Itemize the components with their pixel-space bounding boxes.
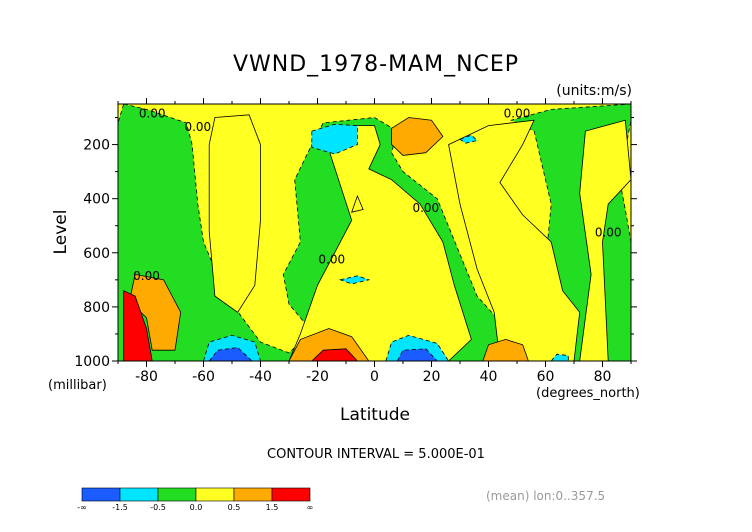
units-label: (units:m/s) bbox=[556, 83, 632, 99]
chart-title: VWND_1978-MAM_NCEP bbox=[233, 52, 519, 77]
contour-label-1: 0.00 bbox=[184, 120, 211, 134]
x-tick-label: -80 bbox=[135, 369, 158, 385]
contour-label-3: 0.00 bbox=[133, 269, 160, 283]
colorbar-swatch bbox=[233, 487, 273, 502]
colorbar-label: ∞ bbox=[307, 503, 314, 512]
y-tick-label: 600 bbox=[83, 246, 110, 262]
colorbar-label: -∞ bbox=[77, 503, 87, 512]
y-units-label: (millibar) bbox=[48, 378, 107, 393]
colorbar-label: -0.5 bbox=[150, 503, 166, 512]
x-tick-label: 20 bbox=[423, 369, 441, 385]
contour-interval-text: CONTOUR INTERVAL = 5.000E-01 bbox=[267, 447, 485, 462]
contour-label-6: 0.00 bbox=[595, 226, 622, 240]
colorbar-swatch bbox=[195, 487, 235, 502]
contour-region-16 bbox=[550, 353, 569, 361]
contour-region-18 bbox=[208, 347, 253, 361]
colorbar-swatch bbox=[81, 487, 121, 502]
y-tick-label: 800 bbox=[83, 300, 110, 316]
x-tick-label: 40 bbox=[480, 369, 498, 385]
contour-region-19 bbox=[396, 348, 438, 361]
x-units-label: (degrees_north) bbox=[536, 386, 640, 401]
contour-region-4 bbox=[579, 119, 631, 361]
contour-region-17 bbox=[459, 134, 478, 144]
contour-region-10 bbox=[123, 290, 153, 361]
contour-label-0: 0.00 bbox=[139, 107, 166, 121]
x-tick-label: 60 bbox=[537, 369, 555, 385]
contour-region-11 bbox=[311, 348, 358, 361]
y-tick-label: 200 bbox=[83, 138, 110, 154]
colorbar-label: 0.5 bbox=[228, 503, 241, 512]
x-tick-label: -20 bbox=[306, 369, 329, 385]
plot-area: 0.00 0.00 0.00 0.00 0.00 0.00 0.00 bbox=[117, 103, 632, 362]
x-axis-label: Latitude bbox=[340, 405, 410, 425]
contour-region-3 bbox=[448, 119, 581, 361]
contour-label-5: 0.00 bbox=[504, 107, 531, 121]
contour-region-9 bbox=[391, 117, 444, 156]
colorbar-swatch bbox=[157, 487, 197, 502]
contour-region-8 bbox=[482, 338, 529, 361]
colorbar-label: 1.5 bbox=[266, 503, 279, 512]
colorbar-label: -1.5 bbox=[112, 503, 128, 512]
contour-region-15 bbox=[338, 275, 371, 285]
x-tick-label: -40 bbox=[249, 369, 272, 385]
colorbar-label: 0.0 bbox=[190, 503, 203, 512]
colorbar: -∞ -1.5 -0.5 0.0 0.5 1.5 ∞ bbox=[77, 487, 314, 512]
contour-region-1 bbox=[208, 114, 261, 313]
contour-label-2: 0.00 bbox=[318, 253, 345, 267]
y-tick-label: 400 bbox=[83, 192, 110, 208]
x-tick-label: 0 bbox=[370, 369, 379, 385]
x-tick-label: 80 bbox=[594, 369, 612, 385]
colorbar-swatch bbox=[271, 487, 311, 502]
x-tick-label: -60 bbox=[192, 369, 215, 385]
colorbar-swatch bbox=[119, 487, 159, 502]
y-axis-label: Level bbox=[51, 210, 71, 255]
contour-label-4: 0.00 bbox=[412, 201, 439, 215]
y-tick-label: 1000 bbox=[74, 354, 110, 370]
contour-region-2 bbox=[288, 125, 472, 361]
contour-region-5 bbox=[351, 194, 364, 213]
contour-region-12 bbox=[311, 123, 358, 155]
footnote: (mean) lon:0..357.5 bbox=[486, 489, 605, 503]
